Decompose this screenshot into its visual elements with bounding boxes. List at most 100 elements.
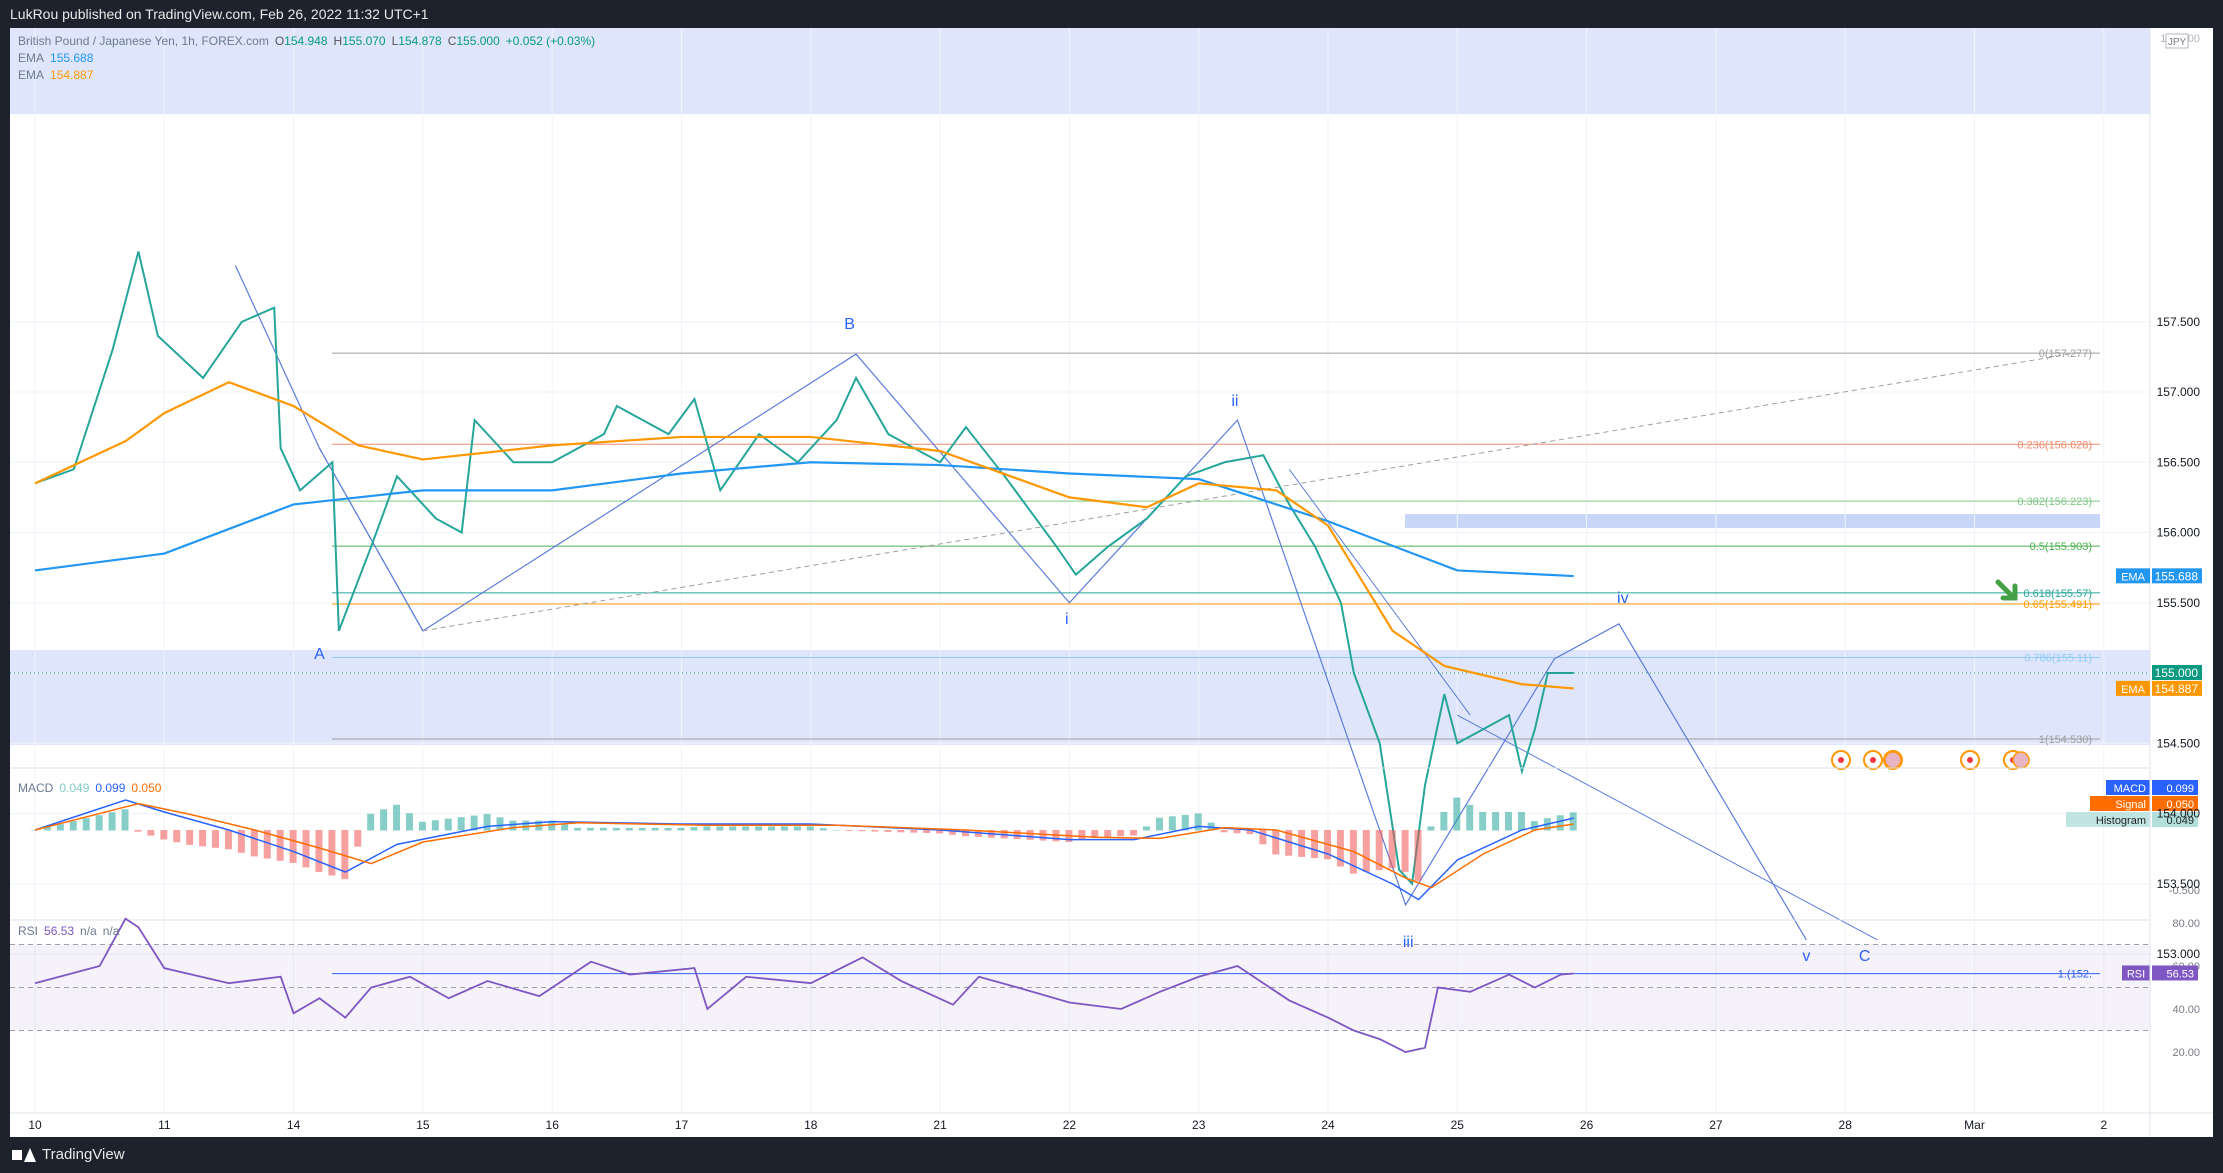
macd-histogram-bar (1362, 830, 1370, 872)
price-badge-value (2152, 665, 2202, 680)
wave-label: iv (1617, 590, 1629, 607)
macd-histogram-bar (742, 826, 750, 831)
macd-histogram-bar (1375, 830, 1383, 871)
macd-histogram-bar (1492, 812, 1500, 831)
macd-histogram-bar (1401, 830, 1409, 872)
macd-histogram-bar (522, 820, 530, 831)
macd-badge-label (2066, 812, 2150, 827)
price-axis-label: 153.000 (2157, 947, 2201, 961)
macd-histogram-bar (1142, 826, 1150, 831)
time-axis-label: 23 (1192, 1118, 1206, 1132)
macd-badge-value (2152, 812, 2198, 827)
tradingview-logo[interactable]: TradingView (12, 1137, 125, 1173)
macd-histogram-bar (1259, 830, 1267, 845)
price-axis-label: 157.000 (2157, 385, 2201, 399)
macd-histogram-bar (1026, 830, 1034, 840)
macd-histogram-bar (1104, 830, 1112, 837)
macd-histogram-bar (315, 830, 323, 872)
macd-histogram-bar (1117, 830, 1125, 837)
price-axis[interactable]: 157.500 157.000 156.500 156.000 155.500 155.0… (2116, 33, 2202, 961)
macd-histogram-bar (1479, 812, 1487, 831)
macd-histogram-bar (677, 827, 685, 831)
macd-histogram-bar (1298, 830, 1306, 857)
macd-histogram-bar (147, 830, 155, 836)
down-arrow-icon (1995, 579, 2018, 601)
macd-histogram-bar (173, 830, 181, 843)
macd-histogram-bar (82, 818, 90, 831)
macd-histogram-bar (380, 809, 388, 831)
svg-text:British Pound / Japanese Yen,: British Pound / Japanese Yen, 1h, FOREX.… (18, 34, 595, 48)
symbol-title: British Pound / Japanese Yen, 1h, FOREX.… (18, 34, 269, 48)
fib-level-label: 0.5(155.903) (2030, 541, 2092, 553)
macd-legend: MACD 0.049 0.099 0.050 (18, 781, 162, 795)
macd-badge-label (2106, 780, 2150, 795)
macd-histogram-bar (302, 830, 310, 868)
macd-histogram-bar (561, 824, 569, 831)
macd-histogram-bar (884, 830, 892, 832)
macd-histogram-bar (134, 830, 142, 832)
wave-label: A (314, 646, 325, 663)
rsi-line (34, 917, 1574, 1053)
macd-histogram-bar (574, 827, 582, 831)
macd-histogram-bar (651, 827, 659, 831)
macd-histogram-bar (496, 817, 504, 831)
rsi-badge-value (2152, 965, 2198, 981)
flag-icon (1884, 751, 1902, 769)
brand-name: TradingView (42, 1146, 125, 1163)
macd-histogram-bar (1569, 812, 1577, 831)
publisher-bar: LukRou published on TradingView.com, Feb… (0, 0, 2223, 28)
macd-histogram-bar (961, 830, 969, 837)
macd-histogram-bar (276, 830, 284, 861)
macd-histogram-bar (638, 827, 646, 831)
macd-histogram-bar (612, 827, 620, 831)
macd-histogram-bar (341, 830, 349, 880)
macd-histogram-bar (845, 830, 853, 831)
price-badge-label (2116, 680, 2150, 696)
macd-histogram-bar (586, 827, 594, 831)
price-badge-label-text: EMA (2121, 684, 2146, 696)
macd-badge-label (2090, 796, 2150, 811)
macd-histogram-bar (1414, 830, 1422, 881)
macd-histogram-bar (768, 826, 776, 831)
macd-histogram-bar (793, 826, 801, 831)
macd-histogram-bar (95, 815, 103, 831)
macd-histogram-bar (1078, 830, 1086, 840)
price-axis-label: 156.000 (2157, 526, 2201, 540)
rsi-axis-label: 20.00 (2172, 1047, 2200, 1059)
wave-label: ii (1231, 393, 1238, 410)
price-badge-value-text: 155.000 (2155, 666, 2199, 680)
macd-histogram-bar (212, 830, 220, 848)
demand-zone (10, 650, 2150, 745)
frame-right (2213, 28, 2223, 1137)
macd-histogram-bar (250, 830, 258, 857)
wave-label: i (1065, 611, 1069, 628)
macd-histogram-bar (1246, 830, 1254, 835)
macd-histogram-bar (367, 813, 375, 831)
macd-histogram-bar (664, 827, 672, 831)
macd-axis-label: -0.500 (2169, 885, 2200, 897)
macd-histogram-bar (897, 830, 905, 833)
macd-histogram-bar (1039, 830, 1047, 841)
macd-histogram-bar (393, 804, 401, 831)
macd-histogram-bar (1440, 812, 1448, 831)
macd-histogram-bar (1388, 830, 1396, 869)
macd-badge-value-text: 0.099 (2166, 783, 2194, 795)
macd-histogram-bar (470, 815, 478, 831)
rsi-legend: RSI 56.53 n/a n/a (18, 924, 120, 938)
macd-histogram-bar (923, 830, 931, 834)
macd-badge-value (2152, 780, 2198, 795)
macd-histogram-bar (31, 830, 38, 831)
price-axis-label: 154.000 (2157, 807, 2201, 821)
macd-histogram-bar (43, 827, 51, 831)
macd-histogram-bar (910, 830, 918, 833)
fib-level-label: 0(157.277) (2039, 348, 2092, 360)
time-axis[interactable]: 10 11 14 15 16 17 18 21 22 23 24 25 26 27 28 Mar 2 (28, 1118, 2107, 1132)
price-badge-value-text: 154.887 (2155, 682, 2199, 696)
tradingview-logo-icon (12, 1148, 36, 1162)
price-badge-value (2152, 680, 2202, 696)
